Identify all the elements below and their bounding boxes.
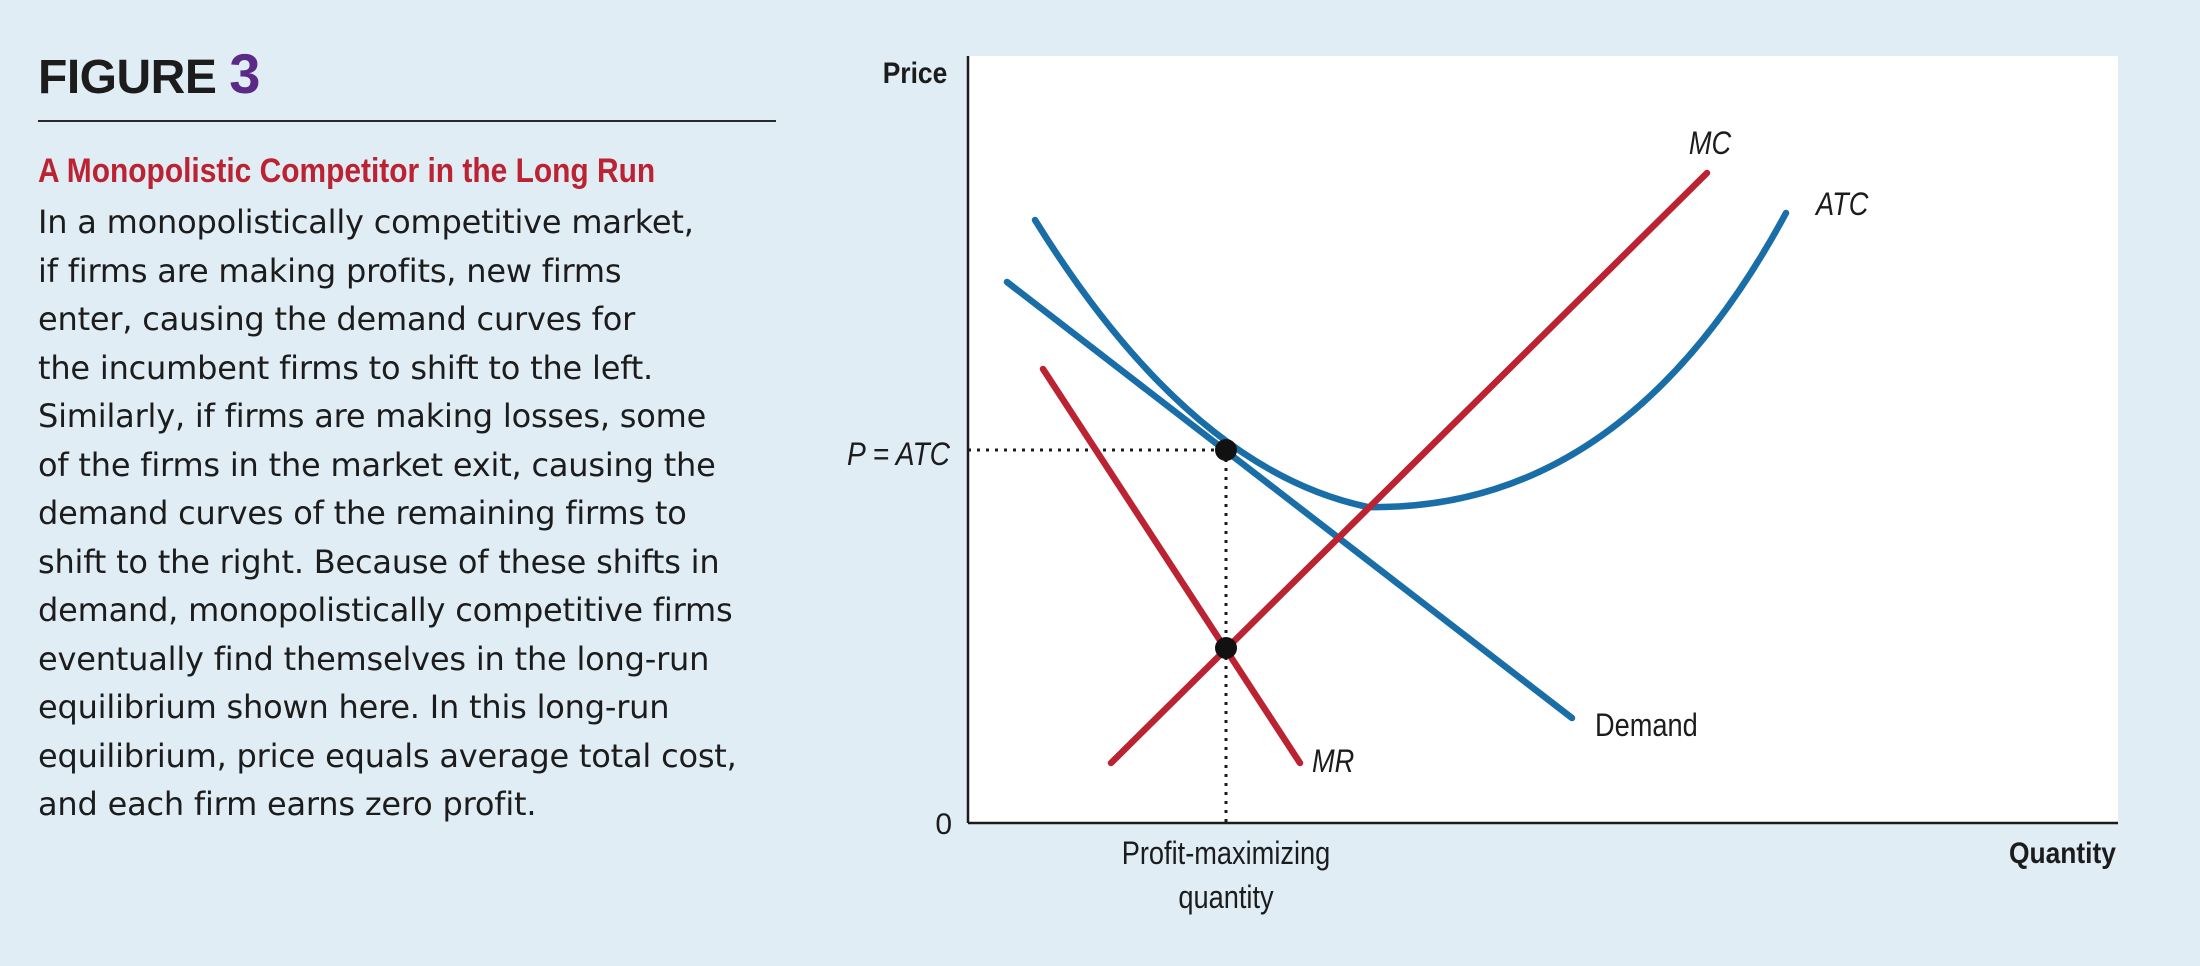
mc-label: MC <box>1689 126 1732 162</box>
figure-heading: FIGURE 3 <box>38 44 260 108</box>
origin-label: 0 <box>935 808 952 841</box>
mc-curve <box>1107 169 1711 767</box>
quantity-label-line1: Profit-maximizing <box>1122 836 1331 872</box>
quantity-label-line2: quantity <box>1178 880 1273 916</box>
y-axis-label: Price <box>883 55 948 89</box>
mr-label: MR <box>1312 744 1354 780</box>
mr-mc-intersection-point <box>1215 637 1237 659</box>
heading-divider <box>38 120 776 122</box>
figure-number: 3 <box>229 42 260 105</box>
atc-label: ATC <box>1814 187 1869 223</box>
price-atc-label: P = ATC <box>847 437 950 472</box>
price-equilibrium-point <box>1215 439 1237 461</box>
demand-curve <box>1003 278 1576 722</box>
mr-curve <box>1039 365 1304 767</box>
figure-label: FIGURE <box>38 51 217 104</box>
x-axis-label: Quantity <box>2009 835 2116 869</box>
caption-title: A Monopolistic Competitor in the Long Ru… <box>38 152 656 190</box>
caption-body: In a monopolistically competitive market… <box>38 203 737 823</box>
plot-area <box>968 56 2118 823</box>
demand-label: Demand <box>1595 708 1698 744</box>
